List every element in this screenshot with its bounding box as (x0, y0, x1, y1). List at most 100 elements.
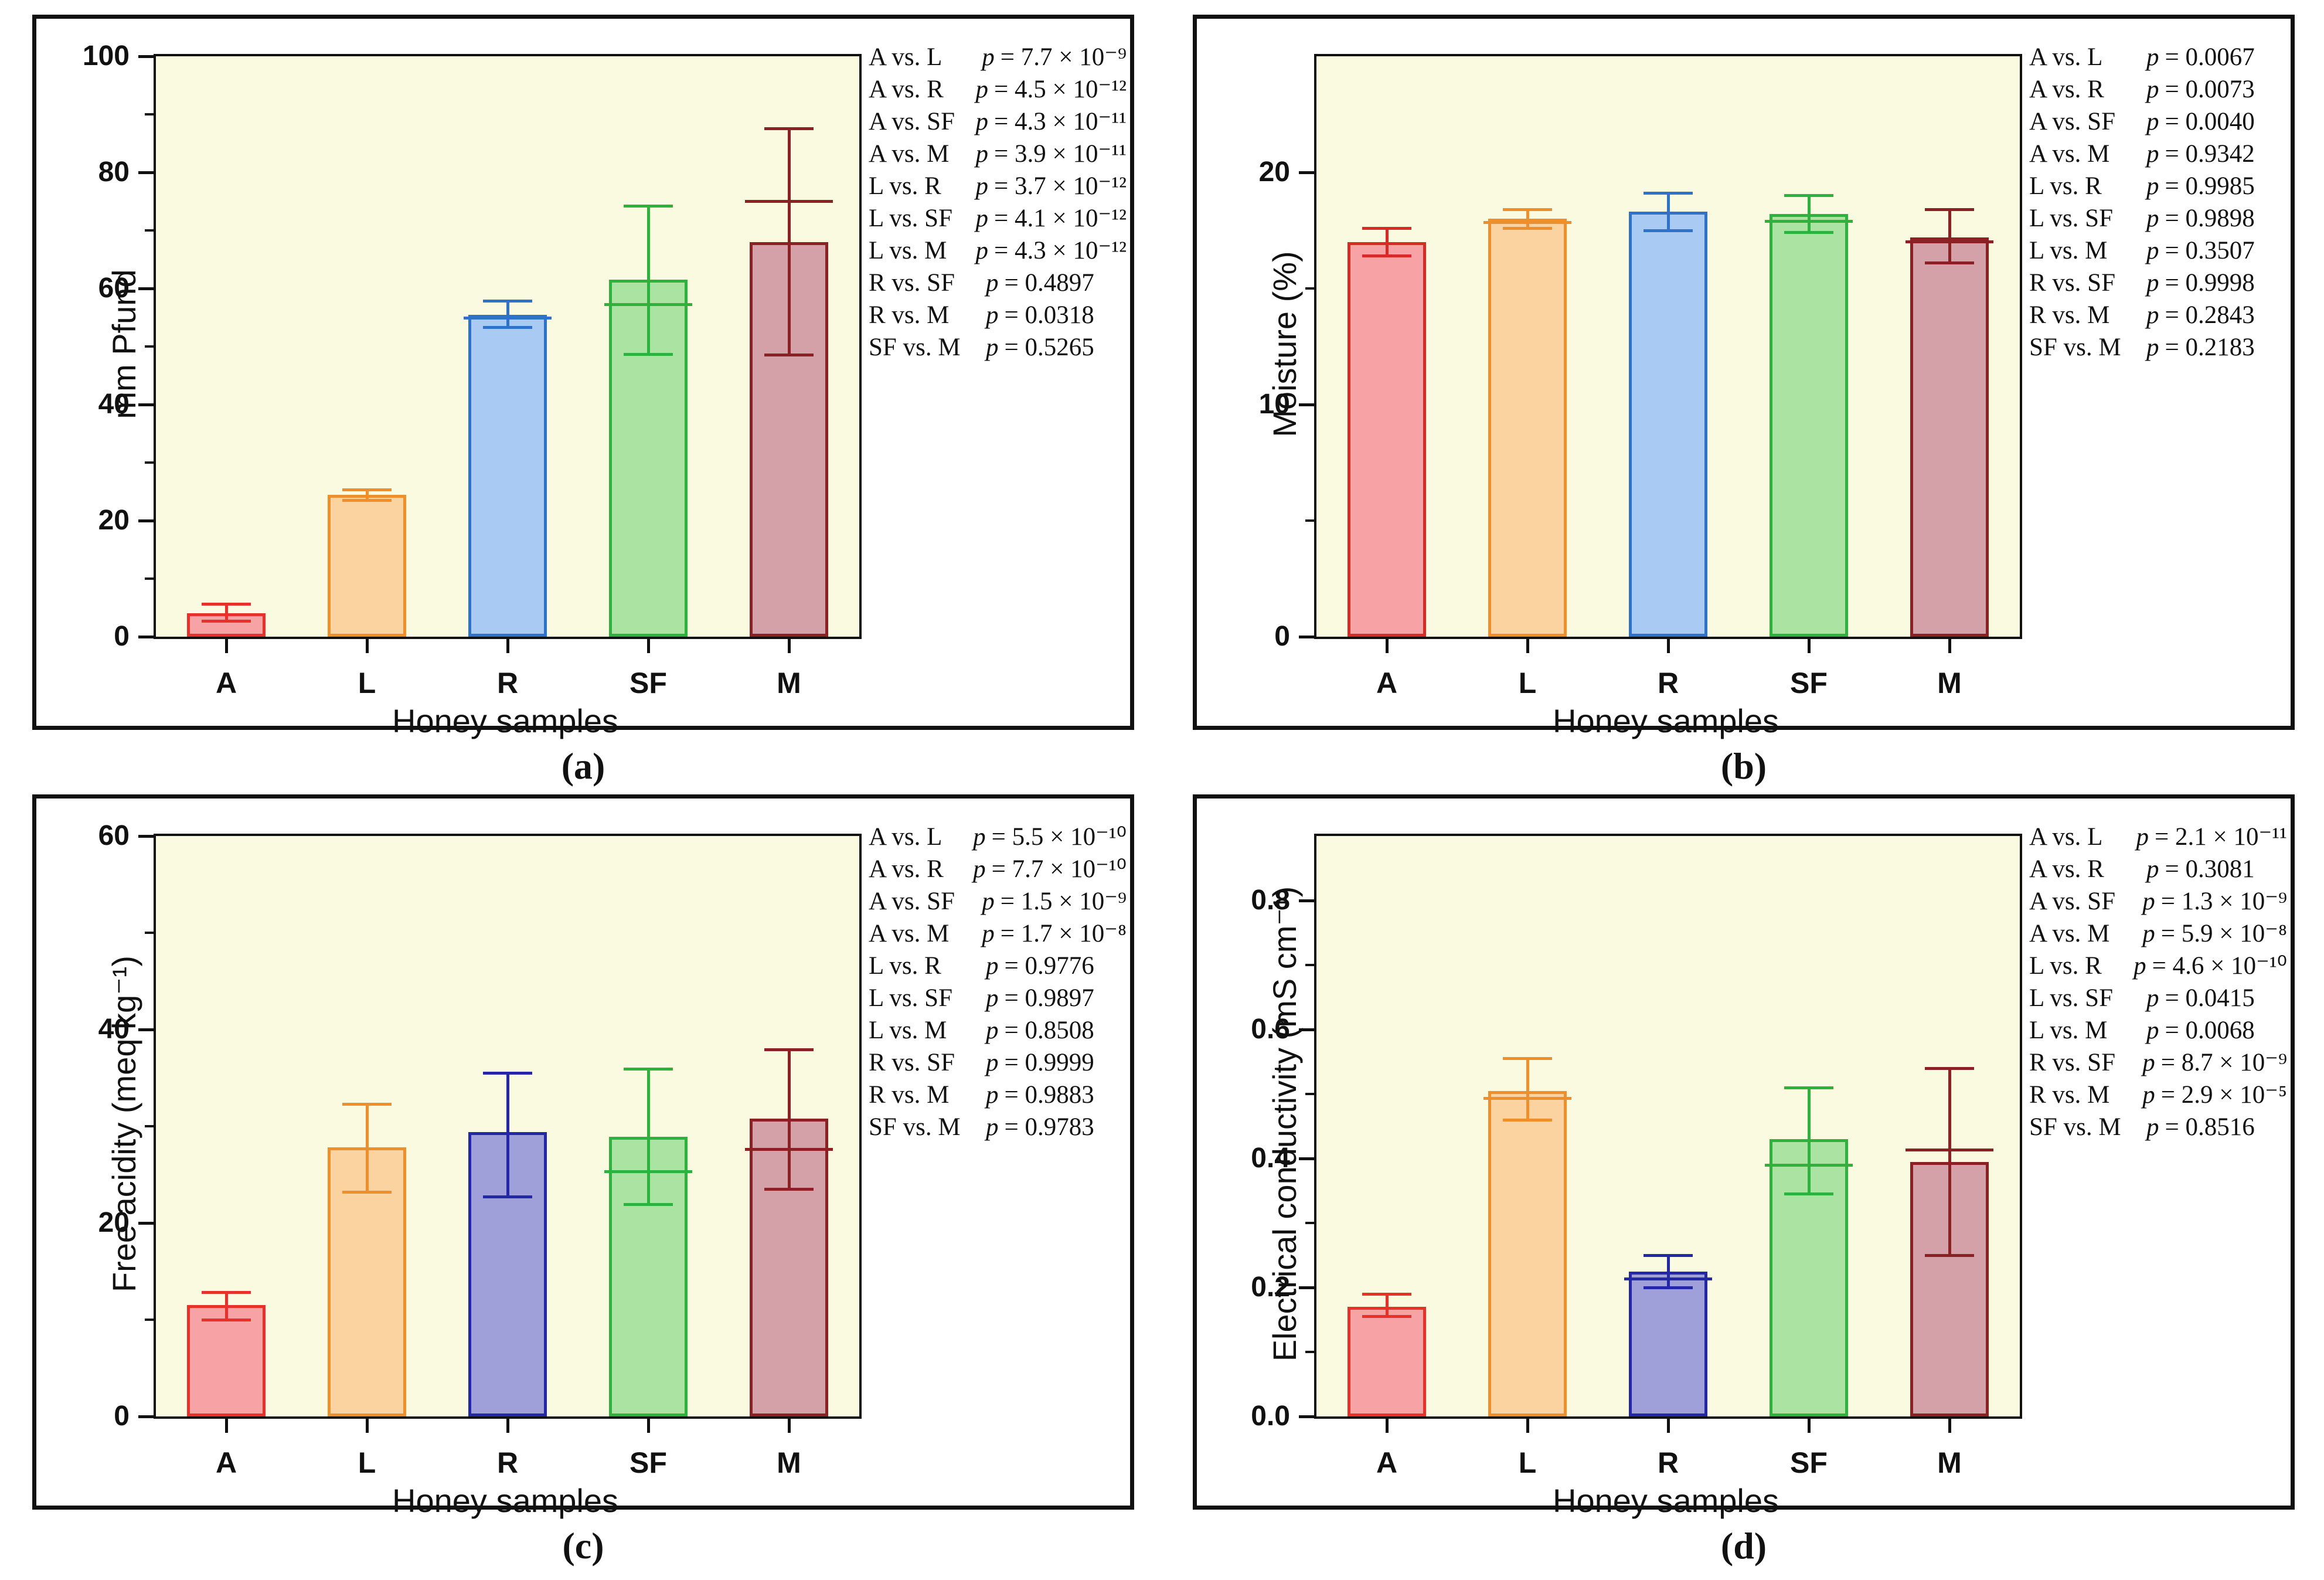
y-axis-minor-tick (145, 345, 154, 348)
legend-p-value: = 4.6 × 10⁻¹⁰ (2152, 952, 2287, 980)
error-cap-top-M (764, 1048, 814, 1052)
legend-pair-label: A vs. L (2029, 43, 2103, 71)
error-bar-M (787, 128, 791, 355)
legend-pair-label: SF vs. M (2029, 1113, 2121, 1141)
legend-pair-label: A vs. M (869, 140, 950, 168)
error-cap-top-M (1925, 1066, 1974, 1070)
p-symbol: p (2146, 108, 2159, 135)
error-cap-top-R (1644, 192, 1693, 195)
p-symbol: p (2146, 855, 2159, 883)
legend-row: A vs. L p = 7.7 × 10⁻⁹ (869, 41, 1127, 73)
error-bar-L (1526, 209, 1529, 229)
median-line-SF (1765, 1163, 1853, 1167)
y-axis-major-tick (138, 1415, 154, 1418)
legend-row: L vs. M p = 0.8508 (869, 1014, 1127, 1046)
y-axis-major-tick (1299, 403, 1314, 406)
y-axis-major-tick (138, 519, 154, 522)
median-line-SF (1765, 219, 1853, 223)
legend-p-value: = 8.7 × 10⁻⁹ (2160, 1049, 2287, 1076)
y-axis-major-tick (138, 1028, 154, 1031)
y-axis-title: Electrical conductivity (mS cm⁻¹) (1266, 886, 1303, 1362)
legend-p-value: = 1.3 × 10⁻⁹ (2160, 888, 2287, 915)
bar-A (1348, 1307, 1426, 1416)
legend-row: A vs. M p = 1.7 × 10⁻⁸ (869, 918, 1127, 950)
legend-row: A vs. L p = 0.0067 (2029, 41, 2287, 73)
x-axis-title: Honey samples (1553, 702, 1779, 739)
y-axis-tick-label: 40 (98, 1014, 130, 1045)
legend-pair-label: R vs. SF (2029, 269, 2115, 297)
x-category-label-SF: SF (630, 1446, 667, 1479)
x-axis-tick-M (787, 1419, 791, 1433)
y-axis-minor-tick (145, 932, 154, 934)
legend-p-value: = 0.3081 (2165, 855, 2255, 883)
x-axis-tick-SF (646, 639, 650, 653)
legend-p-value: = 0.9985 (2165, 172, 2255, 200)
legend-pair-label: A vs. SF (869, 888, 955, 915)
p-symbol: p (2142, 1049, 2155, 1076)
x-category-label-M: M (1937, 667, 1962, 699)
error-cap-bottom-R (483, 1195, 532, 1198)
legend-row: A vs. M p = 0.9342 (2029, 138, 2287, 170)
p-symbol: p (2142, 1081, 2155, 1109)
error-cap-top-R (483, 300, 532, 303)
legend-row: L vs. SF p = 0.9897 (869, 982, 1127, 1014)
x-axis-title: Honey samples (392, 1482, 618, 1519)
x-axis-tick-L (365, 1419, 369, 1433)
median-line-SF (604, 1170, 692, 1174)
x-category-label-M: M (777, 667, 801, 699)
error-cap-bottom-L (342, 498, 392, 502)
legend-p-value: = 0.3507 (2165, 237, 2255, 264)
error-bar-R (506, 301, 509, 328)
x-axis-tick-R (1666, 1419, 1670, 1433)
y-axis-minor-tick (1305, 1222, 1314, 1224)
y-axis-minor-tick (1305, 287, 1314, 290)
legend-row: R vs. M p = 2.9 × 10⁻⁵ (2029, 1079, 2287, 1111)
error-bar-L (365, 490, 369, 501)
y-axis-major-tick (138, 403, 154, 406)
x-axis-tick-L (1526, 639, 1529, 653)
bar-M (1910, 237, 1989, 637)
y-axis-tick-label: 0.0 (1251, 1401, 1290, 1432)
legend-pair-label: A vs. M (2029, 920, 2110, 947)
median-line-M (1906, 240, 1993, 244)
x-category-label-SF: SF (630, 667, 667, 699)
error-cap-bottom-L (342, 1190, 392, 1194)
p-symbol: p (982, 43, 995, 71)
p-symbol: p (975, 205, 989, 232)
legend-p-value: = 0.0415 (2165, 984, 2255, 1012)
x-axis-tick-SF (1807, 639, 1811, 653)
legend-p-value: = 3.7 × 10⁻¹² (994, 172, 1127, 200)
y-axis-tick-label: 0.2 (1251, 1272, 1290, 1303)
y-axis-minor-tick (1305, 964, 1314, 966)
x-category-label-L: L (358, 667, 376, 699)
p-symbol: p (986, 984, 999, 1012)
legend-pair-label: A vs. M (2029, 140, 2110, 168)
error-cap-top-L (342, 488, 392, 492)
panel-caption-c: (c) (562, 1525, 604, 1567)
legend-p-value: = 3.9 × 10⁻¹¹ (994, 140, 1127, 168)
x-category-label-L: L (1518, 667, 1537, 699)
legend-row: R vs. SF p = 0.9998 (2029, 267, 2287, 299)
error-bar-L (1526, 1058, 1529, 1120)
p-symbol: p (2146, 237, 2159, 264)
error-cap-bottom-M (1925, 1253, 1974, 1257)
panel-c: 0 20 40 60 A L R SF M Free acidity (meq kg⁻¹) Hone… (32, 794, 1134, 1519)
error-cap-bottom-A (202, 1318, 251, 1321)
legend-p-value: = 0.9897 (1004, 984, 1094, 1012)
legend-p-value: = 0.9898 (2165, 205, 2255, 232)
p-symbol: p (2146, 1113, 2159, 1141)
legend-pair-label: L vs. SF (2029, 984, 2113, 1012)
legend-p-value: = 0.8516 (2165, 1113, 2255, 1141)
legend-p-value: = 0.9998 (2165, 269, 2255, 297)
legend-row: L vs. R p = 0.9985 (2029, 170, 2287, 202)
error-cap-bottom-R (1644, 229, 1693, 232)
plot-area-d: 0.0 0.2 0.4 0.6 0.8 A L R SF M (1251, 834, 2022, 1479)
legend-pair-label: A vs. L (869, 823, 942, 851)
x-axis-tick-M (787, 639, 791, 653)
median-line-M (745, 200, 833, 203)
legend-p-value: = 7.7 × 10⁻⁹ (1000, 43, 1127, 71)
